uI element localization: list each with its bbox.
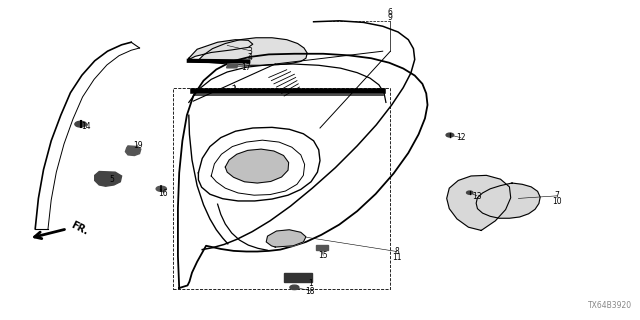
Text: 19: 19	[132, 141, 143, 150]
Text: TX64B3920: TX64B3920	[588, 301, 632, 310]
Polygon shape	[225, 149, 289, 183]
Text: 10: 10	[552, 197, 562, 206]
Circle shape	[156, 186, 166, 191]
Bar	[284, 273, 312, 282]
Text: 4: 4	[247, 53, 252, 62]
Circle shape	[75, 121, 86, 127]
Text: 2: 2	[231, 85, 236, 94]
Polygon shape	[95, 172, 122, 186]
Text: 17: 17	[241, 63, 252, 72]
Polygon shape	[125, 146, 141, 156]
Text: 16: 16	[158, 189, 168, 198]
Text: 15: 15	[318, 252, 328, 260]
Polygon shape	[227, 64, 238, 68]
Circle shape	[290, 285, 299, 290]
Text: FR.: FR.	[69, 220, 90, 237]
Text: 6: 6	[388, 8, 393, 17]
Bar	[316, 245, 328, 250]
Circle shape	[467, 191, 473, 194]
Text: 7: 7	[554, 191, 559, 200]
Text: 3: 3	[247, 47, 252, 56]
Polygon shape	[188, 40, 253, 60]
Text: 13: 13	[472, 192, 482, 201]
Polygon shape	[447, 175, 511, 230]
Text: 18: 18	[306, 287, 315, 296]
Text: 1: 1	[308, 279, 313, 288]
Text: 9: 9	[388, 13, 393, 22]
Circle shape	[446, 133, 454, 137]
Text: 11: 11	[392, 253, 401, 262]
Text: 12: 12	[456, 133, 465, 142]
Text: 8: 8	[394, 247, 399, 256]
Polygon shape	[197, 38, 307, 65]
Bar	[173, 88, 390, 289]
Polygon shape	[266, 230, 306, 247]
Text: 14: 14	[81, 122, 92, 131]
Polygon shape	[476, 183, 540, 218]
Text: 5: 5	[109, 175, 115, 184]
